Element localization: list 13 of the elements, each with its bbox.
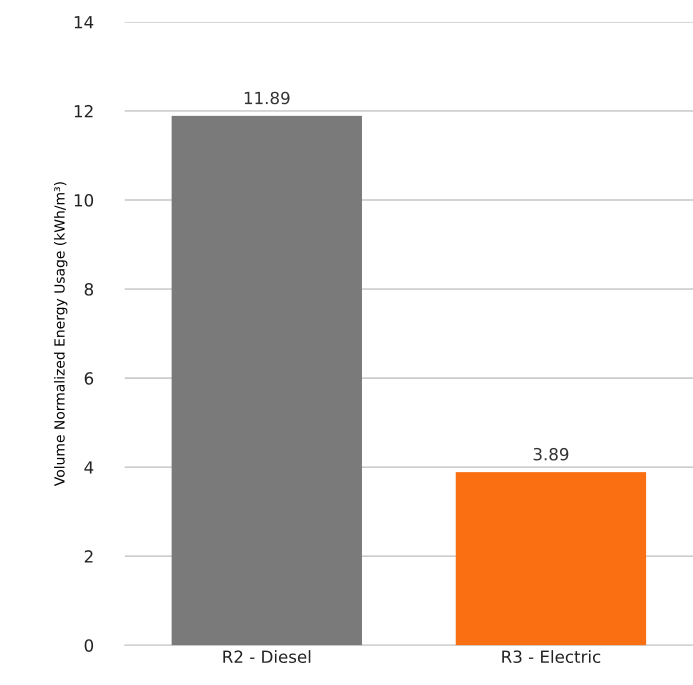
- y-tick-label: 2: [84, 550, 93, 563]
- data-label: 3.89: [534, 448, 568, 461]
- y-axis-title: Volume Normalized Energy Usage (kWh/m³): [54, 182, 68, 486]
- data-label: 11.89: [244, 92, 290, 104]
- x-tick-label: R3 - Electric: [502, 650, 600, 664]
- y-tick-label: 0: [84, 639, 94, 652]
- y-tick-label: 6: [84, 372, 94, 385]
- x-tick-label: R2 - Diesel: [223, 650, 310, 664]
- y-tick-label: 8: [84, 283, 94, 296]
- y-tick-label: 14: [74, 16, 94, 28]
- y-tick-label: 10: [74, 194, 94, 207]
- y-tick-label: 4: [84, 461, 94, 474]
- y-tick-label: 12: [74, 104, 93, 118]
